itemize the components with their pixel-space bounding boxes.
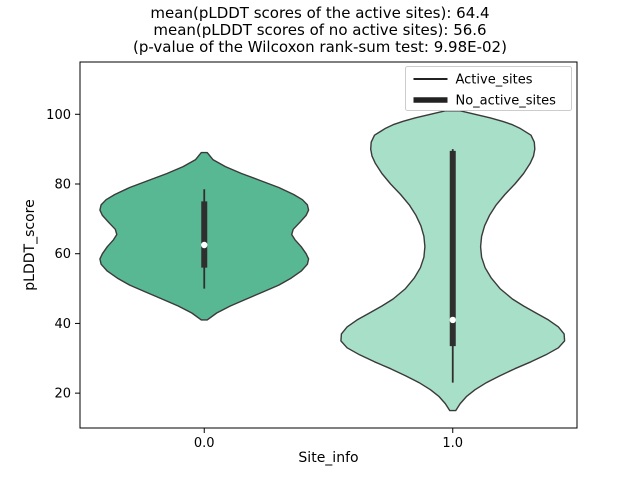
- x-tick-label: 0.0: [194, 436, 215, 451]
- axes-spines: [79, 61, 578, 429]
- y-tick-label: 80: [54, 178, 71, 193]
- chart-title: mean(pLDDT scores of the active sites): …: [0, 5, 640, 56]
- y-tick-label: 20: [54, 387, 71, 402]
- x-tick-label: 1.0: [442, 436, 463, 451]
- median-dot-no_active_sites: [449, 316, 456, 324]
- chart-title-line-2: mean(pLDDT scores of no active sites): 5…: [153, 21, 487, 39]
- x-axis-label: Site_info: [298, 450, 358, 466]
- median-dot-active_sites: [201, 241, 208, 249]
- chart-title-line-3: (p-value of the Wilcoxon rank-sum test: …: [133, 38, 507, 56]
- legend-label-1: No_active_sites: [456, 94, 557, 109]
- y-tick-label: 40: [54, 317, 71, 332]
- y-tick-label: 100: [46, 108, 71, 123]
- y-axis-label: pLDDT_score: [22, 199, 38, 290]
- y-tick-label: 60: [54, 247, 71, 262]
- chart-title-line-1: mean(pLDDT scores of the active sites): …: [150, 4, 490, 22]
- legend-label-0: Active_sites: [456, 73, 533, 88]
